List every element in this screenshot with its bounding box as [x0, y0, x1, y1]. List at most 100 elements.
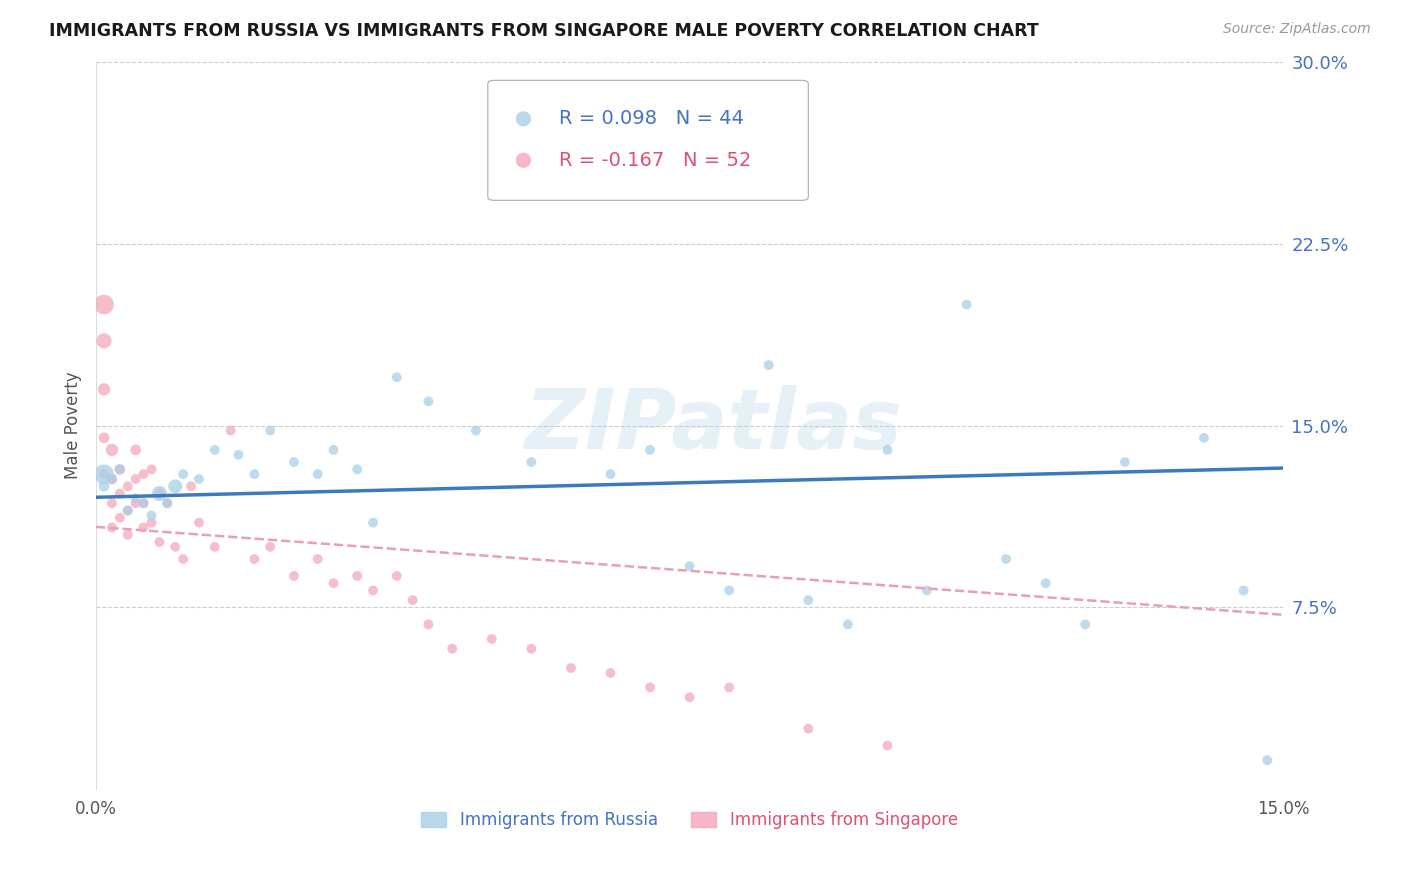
Point — [1256, 753, 1278, 767]
Point — [418, 617, 440, 632]
Text: R = 0.098   N = 44: R = 0.098 N = 44 — [560, 110, 744, 128]
Point — [638, 681, 661, 695]
Point — [955, 297, 977, 311]
Point — [718, 583, 741, 598]
Point — [1192, 431, 1215, 445]
Point — [101, 472, 124, 486]
Point — [401, 593, 423, 607]
Point — [322, 576, 344, 591]
Point — [1074, 617, 1097, 632]
Point — [124, 442, 146, 457]
Point — [385, 569, 408, 583]
Point — [108, 486, 131, 500]
Point — [117, 527, 139, 541]
Point — [520, 641, 543, 656]
Point — [108, 462, 131, 476]
Point — [481, 632, 503, 646]
Point — [188, 516, 211, 530]
Point — [172, 467, 194, 482]
Point — [132, 496, 155, 510]
Point — [132, 520, 155, 534]
Point — [172, 552, 194, 566]
Point — [307, 552, 329, 566]
Point — [101, 496, 124, 510]
Point — [915, 583, 938, 598]
Point — [228, 448, 250, 462]
Point — [346, 569, 368, 583]
Point — [995, 552, 1018, 566]
Point — [93, 467, 115, 482]
Point — [219, 424, 242, 438]
Point — [322, 442, 344, 457]
Point — [243, 552, 266, 566]
Point — [441, 641, 464, 656]
Point — [148, 486, 170, 500]
Point — [520, 455, 543, 469]
Point — [132, 496, 155, 510]
Point — [204, 442, 226, 457]
Point — [141, 516, 163, 530]
Point — [465, 424, 488, 438]
Point — [418, 394, 440, 409]
Point — [165, 540, 187, 554]
Point — [283, 455, 305, 469]
Text: IMMIGRANTS FROM RUSSIA VS IMMIGRANTS FROM SINGAPORE MALE POVERTY CORRELATION CHA: IMMIGRANTS FROM RUSSIA VS IMMIGRANTS FRO… — [49, 22, 1039, 40]
Y-axis label: Male Poverty: Male Poverty — [65, 372, 82, 480]
Point — [124, 491, 146, 506]
Point — [101, 520, 124, 534]
Point — [148, 535, 170, 549]
Point — [560, 661, 582, 675]
Point — [797, 722, 820, 736]
Point — [108, 462, 131, 476]
Point — [361, 583, 384, 598]
Text: Source: ZipAtlas.com: Source: ZipAtlas.com — [1223, 22, 1371, 37]
Point — [204, 540, 226, 554]
Point — [876, 442, 898, 457]
FancyBboxPatch shape — [488, 80, 808, 201]
Point — [1035, 576, 1057, 591]
Point — [101, 442, 124, 457]
Point — [156, 496, 179, 510]
Point — [165, 479, 187, 493]
Point — [599, 665, 621, 680]
Point — [837, 617, 859, 632]
Point — [1114, 455, 1136, 469]
Point — [797, 593, 820, 607]
Point — [188, 472, 211, 486]
Point — [93, 334, 115, 348]
Point — [718, 681, 741, 695]
Point — [93, 467, 115, 482]
Point — [148, 486, 170, 500]
Point — [93, 297, 115, 311]
Point — [93, 431, 115, 445]
Legend: Immigrants from Russia, Immigrants from Singapore: Immigrants from Russia, Immigrants from … — [415, 804, 965, 836]
Point — [307, 467, 329, 482]
Point — [638, 442, 661, 457]
Point — [678, 559, 700, 574]
Point — [141, 508, 163, 523]
Point — [259, 424, 281, 438]
Point — [117, 503, 139, 517]
Point — [132, 467, 155, 482]
Point — [599, 467, 621, 482]
Point — [758, 358, 780, 372]
Point — [243, 467, 266, 482]
Point — [385, 370, 408, 384]
Text: ZIPatlas: ZIPatlas — [524, 385, 903, 467]
Point — [876, 739, 898, 753]
Point — [180, 479, 202, 493]
Point — [361, 516, 384, 530]
Point — [156, 496, 179, 510]
Point — [93, 479, 115, 493]
Point — [560, 152, 582, 166]
Point — [141, 462, 163, 476]
Point — [678, 690, 700, 705]
Point — [1232, 583, 1254, 598]
Point — [124, 472, 146, 486]
Point — [346, 462, 368, 476]
Point — [108, 510, 131, 524]
Text: R = -0.167   N = 52: R = -0.167 N = 52 — [560, 151, 751, 169]
Point — [124, 496, 146, 510]
Point — [283, 569, 305, 583]
Point — [117, 503, 139, 517]
